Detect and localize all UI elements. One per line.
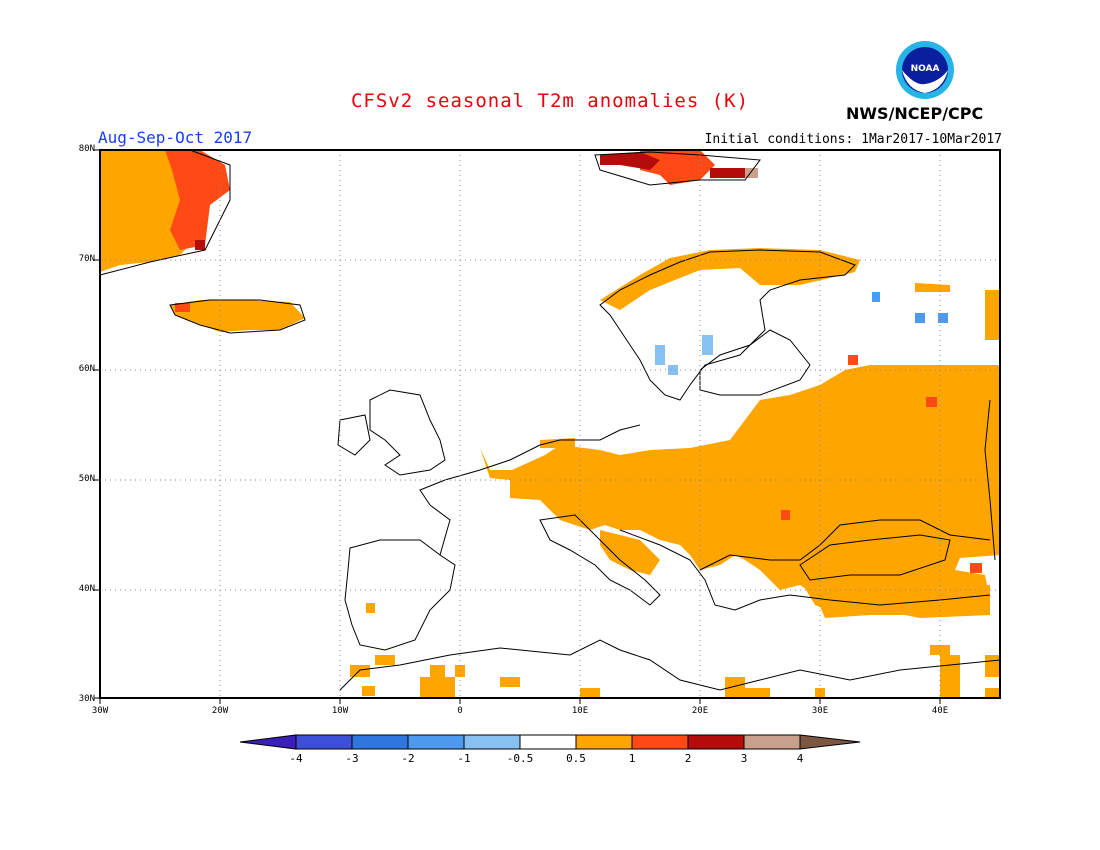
colorbar-swatch bbox=[463, 734, 521, 750]
lat-label: 70N bbox=[78, 254, 95, 264]
colorbar-label: -0.5 bbox=[506, 752, 534, 765]
lon-label: 40E bbox=[931, 706, 949, 716]
anomaly-fill-slightly-cool bbox=[655, 335, 713, 375]
lon-label: 10W bbox=[331, 706, 349, 716]
anomaly-fill-cool bbox=[872, 292, 948, 323]
colorbar-label: 1 bbox=[628, 752, 636, 765]
lat-label: 80N bbox=[78, 144, 95, 154]
lat-label: 30N bbox=[78, 694, 95, 704]
colorbar-swatch bbox=[631, 734, 689, 750]
colorbar bbox=[239, 734, 861, 750]
lon-label: 30W bbox=[91, 706, 109, 716]
colorbar-label: -4 bbox=[289, 752, 303, 765]
lat-label: 40N bbox=[78, 584, 95, 594]
map-title: CFSv2 seasonal T2m anomalies (K) bbox=[350, 90, 750, 112]
colorbar-label: 2 bbox=[684, 752, 692, 765]
coastlines bbox=[99, 149, 1001, 691]
lat-label: 50N bbox=[78, 474, 95, 484]
lon-label: 30E bbox=[811, 706, 829, 716]
agency-label: NWS/NCEP/CPC bbox=[846, 104, 984, 123]
svg-text:NOAA: NOAA bbox=[911, 64, 940, 74]
lon-label: 10E bbox=[571, 706, 589, 716]
colorbar-label: 3 bbox=[740, 752, 748, 765]
colorbar-swatch bbox=[407, 734, 465, 750]
colorbar-label: 4 bbox=[796, 752, 804, 765]
anomaly-fill-extreme bbox=[745, 168, 758, 178]
colorbar-label: -1 bbox=[457, 752, 471, 765]
initial-conditions: Initial conditions: 1Mar2017-10Mar2017 bbox=[704, 132, 1002, 147]
colorbar-swatch bbox=[295, 734, 353, 750]
colorbar-label: 0.5 bbox=[566, 752, 586, 765]
anomaly-fill-hot bbox=[165, 150, 982, 573]
colorbar-swatch bbox=[575, 734, 633, 750]
colorbar-label: -3 bbox=[345, 752, 359, 765]
lon-label: 0 bbox=[457, 706, 463, 716]
lon-label: 20E bbox=[691, 706, 709, 716]
colorbar-label: -2 bbox=[401, 752, 415, 765]
colorbar-swatch bbox=[687, 734, 745, 750]
lon-label: 20W bbox=[211, 706, 229, 716]
anomaly-fill-very-hot bbox=[195, 152, 745, 250]
forecast-period: Aug-Sep-Oct 2017 bbox=[98, 128, 253, 147]
colorbar-swatch bbox=[799, 734, 861, 750]
noaa-logo-icon: NOAA bbox=[896, 41, 954, 99]
colorbar-swatch bbox=[519, 734, 577, 750]
colorbar-swatch bbox=[743, 734, 801, 750]
lat-label: 60N bbox=[78, 364, 95, 374]
map-frame bbox=[99, 149, 1001, 699]
colorbar-swatch bbox=[351, 734, 409, 750]
colorbar-swatch bbox=[239, 734, 297, 750]
graticule bbox=[100, 150, 1000, 698]
anomaly-fill-warm bbox=[100, 150, 1000, 698]
